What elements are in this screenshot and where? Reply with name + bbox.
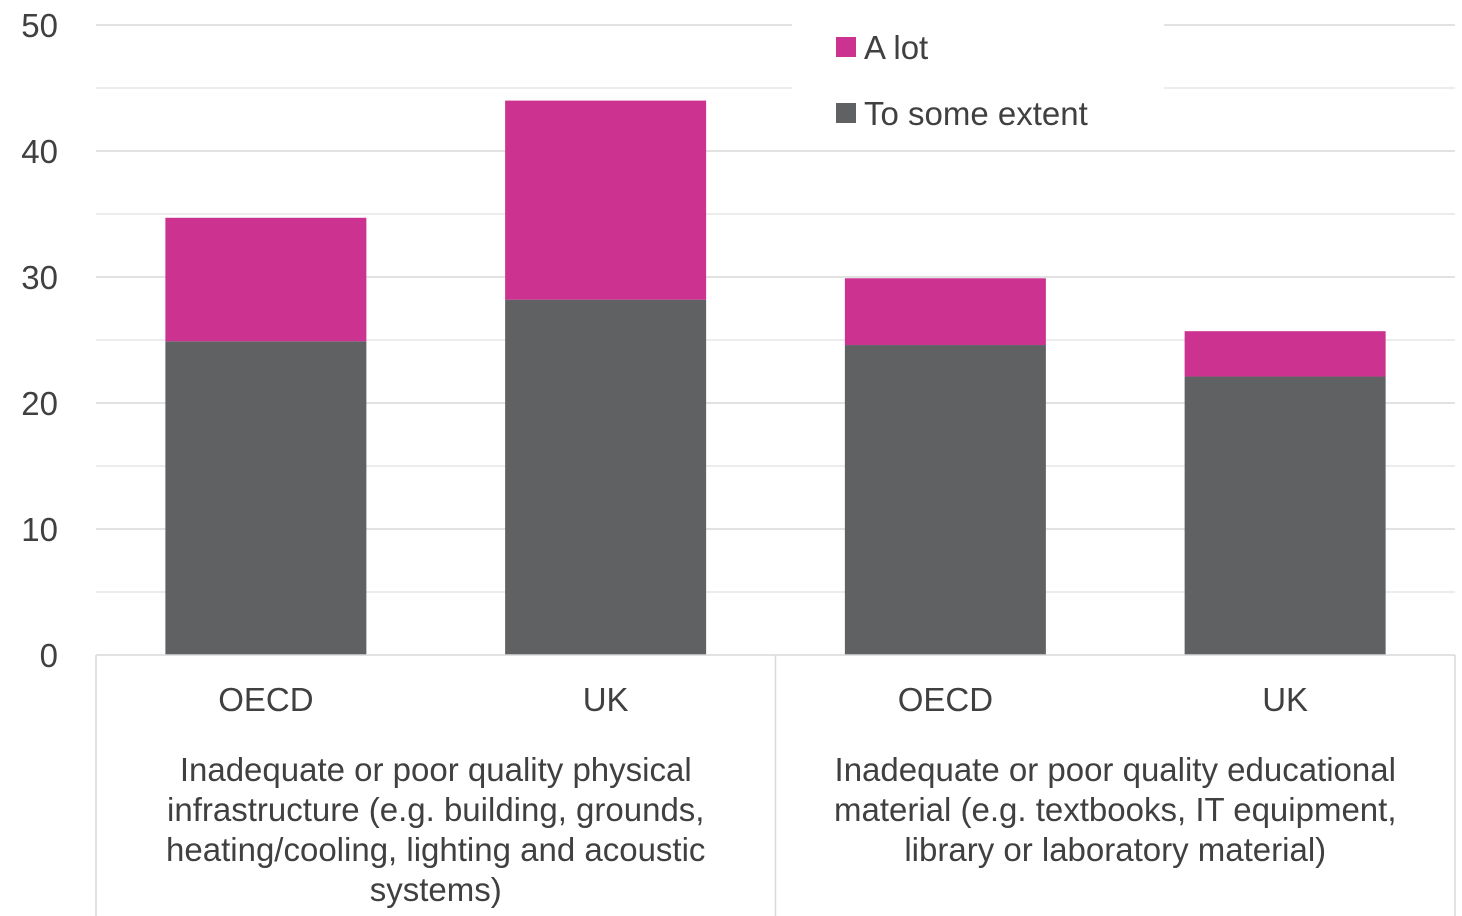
legend-label: A lot [864,29,928,66]
group-label: Inadequate or poor quality physical infra… [166,751,705,908]
bar-a-lot-2 [505,100,707,300]
group-label-line: heating/cooling, lighting and acoustic [166,831,705,868]
bar-to-some-extent-1 [165,341,367,655]
legend: A lot To some extent [792,14,1164,150]
bar-a-lot-4 [1184,331,1386,377]
category-label: OECD [218,681,313,718]
bar-to-some-extent-4 [1184,376,1386,655]
legend-swatch [836,103,856,123]
y-tick-label: 0 [40,637,58,674]
y-tick-label: 30 [21,259,58,296]
x-axis [95,654,1456,916]
group-label-line: material (e.g. textbooks, IT equipment, [834,791,1397,828]
category-labels: OECD UK OECD UK [218,681,1308,718]
y-axis-ticks: 0 10 20 30 40 50 [21,7,58,674]
y-tick-label: 10 [21,511,58,548]
group-label: Inadequate or poor quality educational ma… [834,751,1397,868]
bar-to-some-extent-3 [844,345,1046,655]
group-label-line: systems) [370,871,502,908]
bars [165,100,1386,655]
bar-a-lot-1 [165,217,367,342]
legend-swatch [836,37,856,57]
bar-a-lot-3 [844,278,1046,346]
group-label-line: Inadequate or poor quality physical [180,751,692,788]
category-label: UK [583,681,629,718]
group-label-line: infrastructure (e.g. building, grounds, [167,791,704,828]
category-label: UK [1262,681,1308,718]
y-tick-label: 40 [21,133,58,170]
group-label-line: library or laboratory material) [904,831,1326,868]
group-labels: Inadequate or poor quality physical infra… [166,751,1396,908]
legend-background [792,14,1164,150]
y-tick-label: 20 [21,385,58,422]
category-label: OECD [898,681,993,718]
y-tick-label: 50 [21,7,58,44]
bar-to-some-extent-2 [505,299,707,655]
legend-label: To some extent [864,95,1088,132]
group-label-line: Inadequate or poor quality educational [835,751,1396,788]
